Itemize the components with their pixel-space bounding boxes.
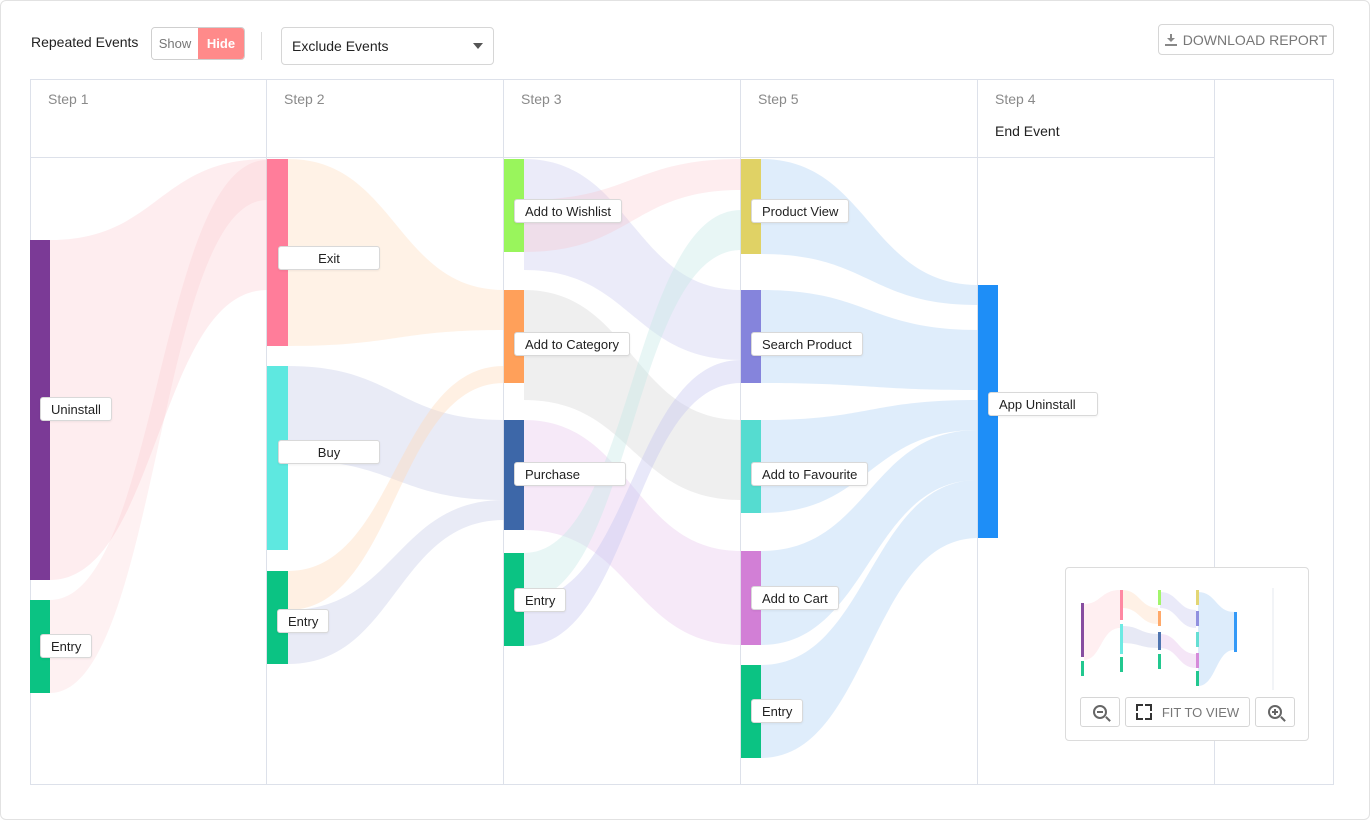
node-label-exit[interactable]: Exit [278,246,380,270]
toolbar-divider [261,32,262,60]
flow-link[interactable] [761,480,978,758]
node-label-entry-2[interactable]: Entry [277,609,330,633]
column-step-label: Step 5 [758,91,799,107]
node-label-buy[interactable]: Buy [278,440,380,464]
flow-link[interactable] [761,290,978,390]
node-label-entry-1[interactable]: Entry [40,634,93,658]
column-header-4: Step 5 [741,80,978,158]
zoom-in-icon [1268,705,1282,719]
flow-link[interactable] [288,366,504,610]
node-label-cart[interactable]: Add to Cart [751,586,839,610]
flow-link[interactable] [288,366,504,500]
caret-down-icon [473,43,483,49]
repeated-events-label: Repeated Events [31,34,139,50]
column-divider [740,158,741,785]
column-step-label: Step 3 [521,91,562,107]
column-step-label: Step 1 [48,91,89,107]
column-divider [266,158,267,785]
column-header-1: Step 1 [31,80,267,158]
node-label-favourite[interactable]: Add to Favourite [751,462,869,486]
node-label-category[interactable]: Add to Category [514,332,630,356]
flow-link[interactable] [524,210,741,600]
show-option[interactable]: Show [152,28,198,59]
node-label-purchase[interactable]: Purchase [514,462,626,486]
column-header-5: Step 4 End Event [978,80,1215,158]
minimap-preview[interactable] [1066,568,1310,692]
flow-link[interactable] [288,500,504,664]
node-label-uninstall[interactable]: Uninstall [40,397,112,421]
column-divider [503,158,504,785]
download-report-button[interactable]: DOWNLOAD REPORT [1158,24,1334,55]
column-header-2: Step 2 [267,80,504,158]
node-label-entry-5[interactable]: Entry [751,699,804,723]
flow-link[interactable] [288,159,504,346]
hide-option[interactable]: Hide [198,28,244,59]
flow-link[interactable] [524,159,741,252]
zoom-out-icon [1093,705,1107,719]
column-step-label: Step 4 [995,91,1036,107]
column-divider [1214,158,1215,785]
fit-to-view-icon [1135,704,1152,720]
node-label-product-view[interactable]: Product View [751,199,850,223]
end-event-label: End Event [995,123,1060,139]
node-label-app-uninstall[interactable]: App Uninstall [988,392,1098,416]
flow-link[interactable] [761,159,978,305]
fit-to-view-label: FIT TO VIEW [1161,704,1240,720]
node-label-entry-3[interactable]: Entry [514,588,567,612]
flow-link[interactable] [524,360,741,646]
exclude-events-dropdown[interactable]: Exclude Events [281,27,494,65]
column-step-label: Step 2 [284,91,325,107]
repeated-events-toggle: Show Hide [151,27,245,60]
node-bar-buy[interactable] [267,366,288,550]
download-report-label: DOWNLOAD REPORT [1182,31,1328,48]
fit-to-view-button[interactable]: FIT TO VIEW [1125,697,1250,727]
flow-link[interactable] [50,159,267,580]
zoom-in-button[interactable] [1255,697,1295,727]
node-bar-exit[interactable] [267,159,288,346]
download-icon [1164,33,1177,46]
flow-link[interactable] [50,160,267,693]
minimap-panel: FIT TO VIEW [1065,567,1309,741]
exclude-events-label: Exclude Events [292,38,389,54]
node-label-search-product[interactable]: Search Product [751,332,863,356]
node-label-wishlist[interactable]: Add to Wishlist [514,199,622,223]
column-header-3: Step 3 [504,80,741,158]
zoom-out-button[interactable] [1080,697,1120,727]
